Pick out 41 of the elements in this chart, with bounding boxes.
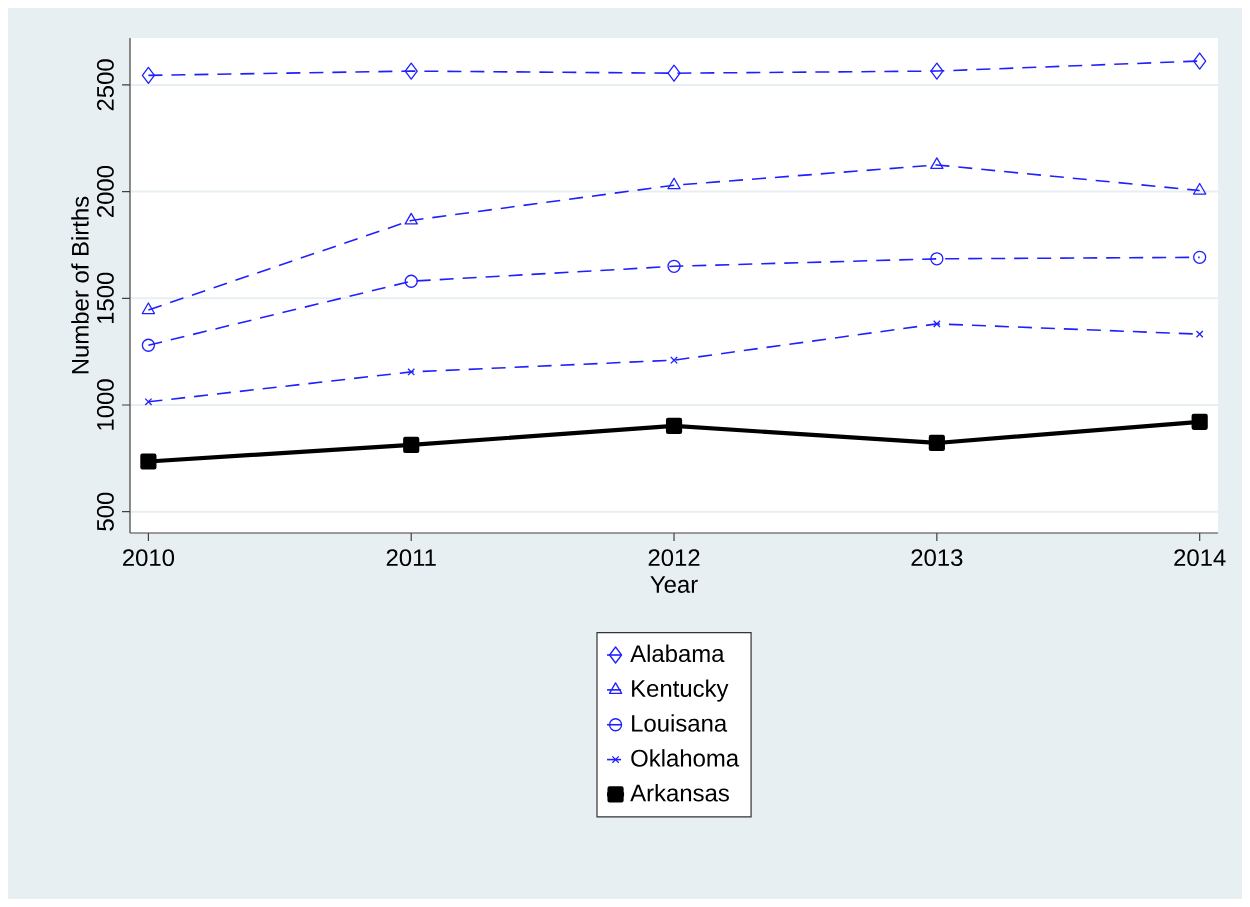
point — [930, 62, 944, 80]
x-tick-label: 2014 — [1174, 549, 1226, 567]
point — [141, 338, 156, 352]
point — [670, 356, 678, 365]
legend-label: Louisana — [632, 714, 728, 732]
point — [404, 274, 418, 288]
point — [140, 453, 157, 470]
point — [928, 434, 945, 452]
point — [403, 436, 420, 453]
point — [930, 157, 944, 170]
point — [930, 252, 944, 266]
point — [141, 66, 156, 84]
point — [404, 212, 418, 225]
x-tick-label: 2010 — [123, 549, 175, 567]
point — [1191, 413, 1208, 430]
point — [1193, 52, 1207, 70]
y-tick-label: 1500 — [96, 272, 114, 324]
y-tick-label: 2000 — [96, 165, 114, 218]
point — [1192, 182, 1207, 195]
point — [141, 302, 156, 315]
point — [667, 64, 681, 82]
legend-label: Oklahoma — [631, 749, 740, 767]
y-tick-label: 2500 — [96, 59, 114, 111]
point — [1195, 330, 1204, 338]
x-axis-title: Year — [650, 576, 698, 593]
point — [1193, 250, 1207, 264]
point — [665, 417, 683, 434]
x-tick-label: 2011 — [386, 549, 436, 567]
legend-label: Alabama — [630, 644, 725, 663]
y-tick-label: 500 — [96, 492, 114, 531]
y-tick-label: 1000 — [96, 379, 114, 430]
x-tick-label: 2013 — [911, 549, 963, 567]
y-axis-title: Number of Births — [71, 196, 89, 374]
point — [667, 259, 681, 273]
legend-label: Kentucky — [632, 679, 729, 702]
point — [407, 368, 416, 376]
point — [667, 177, 681, 190]
legend-label: Arkansas — [630, 783, 729, 802]
point — [144, 397, 153, 406]
point — [404, 62, 418, 80]
x-tick-label: 2012 — [648, 549, 700, 567]
